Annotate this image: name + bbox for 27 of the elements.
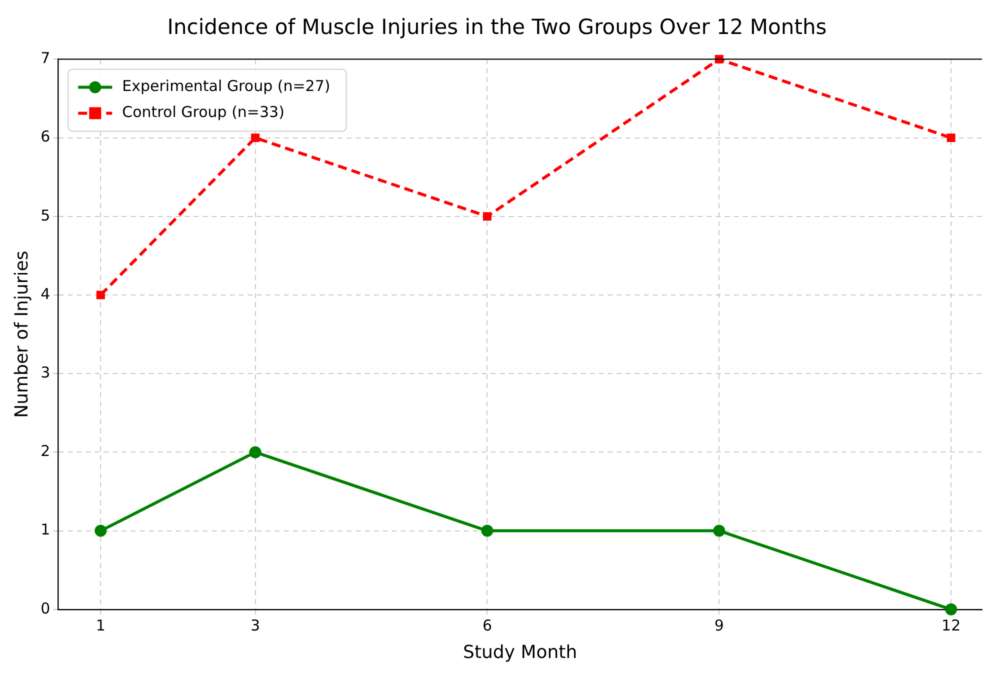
point (249, 446, 262, 458)
legend-label: Control Group (n=33) (122, 103, 284, 122)
x-tick-label: 6 (482, 616, 492, 634)
x-tick-label: 12 (942, 616, 961, 634)
x-axis-title: Study Month (463, 642, 578, 663)
y-tick-label: 6 (40, 128, 50, 146)
y-axis-title: Number of Injuries (11, 250, 32, 418)
point (481, 524, 494, 537)
y-tick-label: 1 (40, 520, 50, 539)
point (96, 290, 105, 300)
point (482, 212, 492, 221)
y-tick-label: 2 (40, 442, 50, 460)
y-tick-label: 0 (40, 599, 50, 618)
point (945, 603, 958, 616)
point (946, 134, 956, 142)
chart-title: Incidence of Muscle Injuries in the Two Groups Over 12 Months (167, 15, 827, 40)
y-tick-label: 7 (40, 49, 50, 68)
point (251, 134, 260, 142)
y-tick-label: 5 (40, 206, 50, 224)
y-tick-label: 4 (40, 284, 50, 303)
x-tick-label: 9 (714, 616, 724, 634)
point (94, 524, 107, 537)
legend-label: Experimental Group (n=27) (122, 77, 330, 96)
x-tick-label: 3 (250, 616, 260, 634)
point (713, 524, 726, 537)
x-tick-label: 1 (96, 616, 106, 634)
y-tick-label: 3 (40, 363, 50, 382)
